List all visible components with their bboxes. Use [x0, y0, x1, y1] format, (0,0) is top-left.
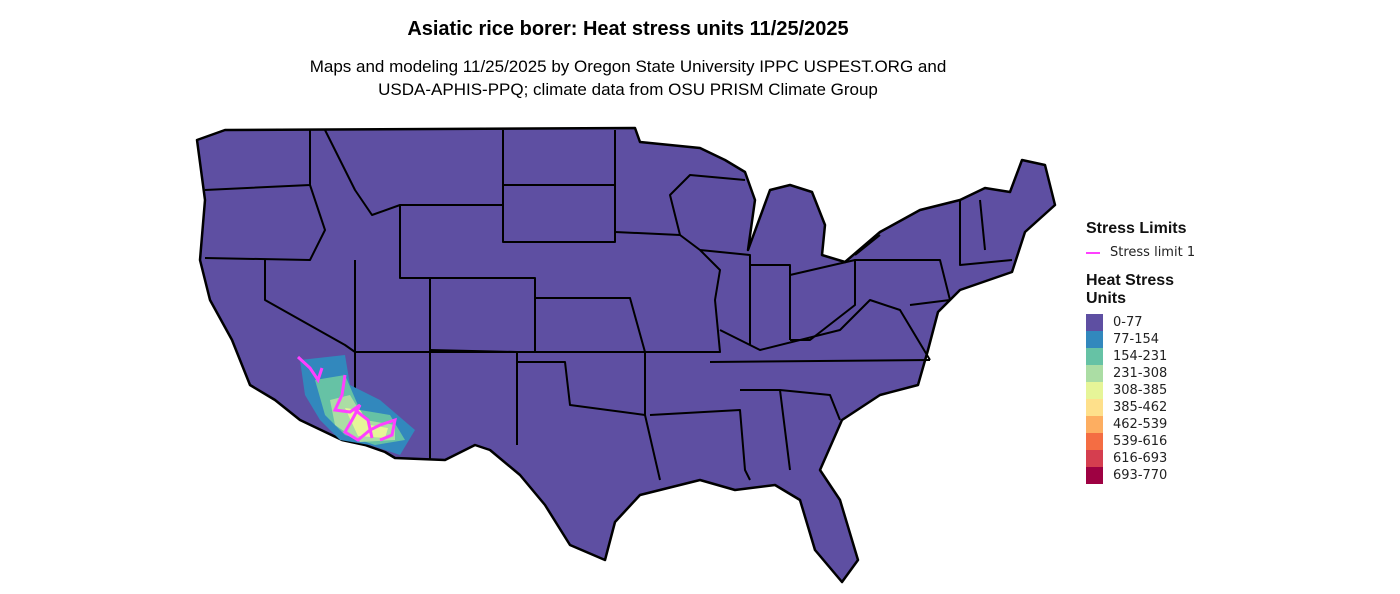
legend-swatch	[1086, 331, 1103, 348]
legend-bin-label: 154-231	[1113, 349, 1168, 364]
legend-bin-label: 693-770	[1113, 468, 1168, 483]
legend-bin: 693-770	[1086, 467, 1195, 484]
heat-stress-legend-title: Heat Stress Units	[1086, 272, 1195, 308]
subtitle-line-2: USDA-APHIS-PPQ; climate data from OSU PR…	[378, 80, 878, 99]
legend-bin-label: 308-385	[1113, 383, 1168, 398]
legend-swatch	[1086, 433, 1103, 450]
legend-bin-label: 539-616	[1113, 434, 1168, 449]
stress-limit-1-contour	[296, 355, 397, 442]
legend-bin-label: 616-693	[1113, 451, 1168, 466]
legend-bin: 231-308	[1086, 365, 1195, 382]
legend-bin-label: 385-462	[1113, 400, 1168, 415]
heat-title-line-1: Heat Stress	[1086, 272, 1175, 289]
map-legend: Stress Limits Stress limit 1 Heat Stress…	[1086, 220, 1195, 484]
legend-bin: 462-539	[1086, 416, 1195, 433]
legend-bin: 308-385	[1086, 382, 1195, 399]
legend-swatch	[1086, 382, 1103, 399]
heat-title-line-2: Units	[1086, 290, 1126, 307]
legend-bin: 539-616	[1086, 433, 1195, 450]
legend-bin-label: 0-77	[1113, 315, 1143, 330]
legend-swatch	[1086, 399, 1103, 416]
map-title: Asiatic rice borer: Heat stress units 11…	[407, 18, 849, 40]
us-outline	[195, 126, 1057, 584]
legend-swatch	[1086, 416, 1103, 433]
legend-bin-label: 77-154	[1113, 332, 1160, 347]
heat-stress-area	[296, 355, 415, 455]
heat-stress-bins: 0-77 77-154 154-231 231-308 308-385 385-462 46…	[1086, 314, 1195, 484]
legend-swatch	[1086, 450, 1103, 467]
legend-bin: 0-77	[1086, 314, 1195, 331]
legend-bin: 385-462	[1086, 399, 1195, 416]
legend-swatch	[1086, 467, 1103, 484]
stress-limit-line-swatch	[1086, 251, 1100, 254]
subtitle-line-1: Maps and modeling 11/25/2025 by Oregon S…	[309, 57, 947, 76]
legend-swatch	[1086, 314, 1103, 331]
legend-swatch	[1086, 348, 1103, 365]
stress-limits-legend-title: Stress Limits	[1086, 220, 1187, 237]
map-subtitle: Maps and modeling 11/25/2025 by Oregon S…	[0, 55, 1256, 101]
legend-bin-label: 231-308	[1113, 366, 1168, 381]
stress-limit-legend-item: Stress limit 1	[1086, 245, 1195, 260]
legend-bin-label: 462-539	[1113, 417, 1168, 432]
legend-bin: 77-154	[1086, 331, 1195, 348]
legend-bin: 616-693	[1086, 450, 1195, 467]
stress-limit-label: Stress limit 1	[1110, 245, 1196, 260]
legend-swatch	[1086, 365, 1103, 382]
legend-bin: 154-231	[1086, 348, 1195, 365]
state-borders	[204, 129, 1013, 481]
